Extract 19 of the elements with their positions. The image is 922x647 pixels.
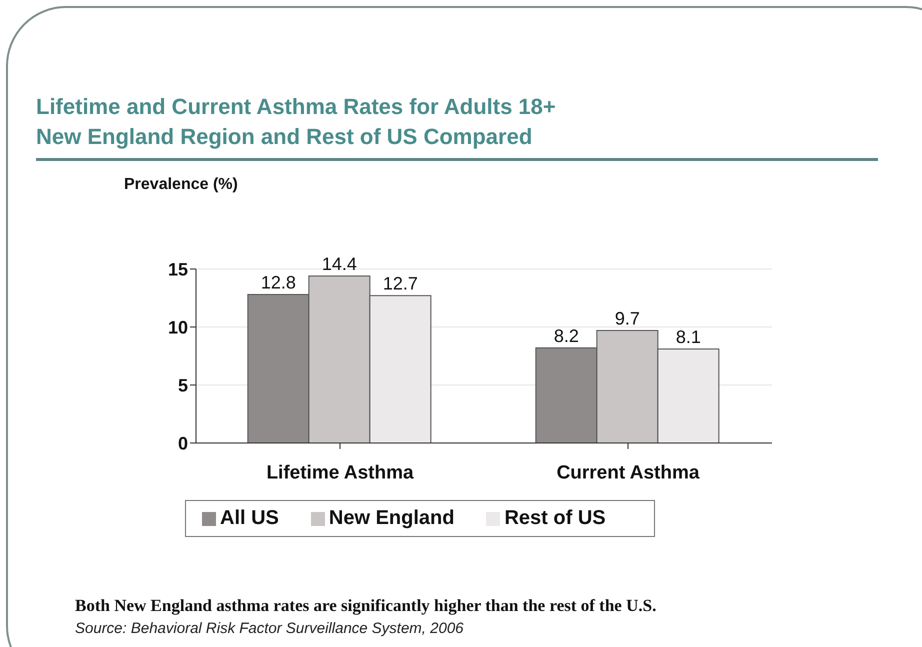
data-label: 9.7 bbox=[614, 308, 640, 328]
chart-title: Lifetime and Current Asthma Rates for Adults 18+ New England Region and Rest of US Compared bbox=[36, 93, 556, 151]
y-tick-label: 0 bbox=[178, 433, 188, 454]
y-tick-label: 10 bbox=[168, 317, 188, 338]
y-tick-label: 5 bbox=[178, 375, 188, 396]
source-note: Source: Behavioral Risk Factor Surveillance System, 2006 bbox=[75, 620, 464, 637]
legend-label: New England bbox=[328, 507, 454, 529]
data-label: 12.7 bbox=[382, 274, 418, 294]
y-tick-label: 15 bbox=[168, 259, 188, 280]
data-label: 12.8 bbox=[260, 272, 296, 293]
legend-label: All US bbox=[220, 507, 279, 529]
data-label: 8.1 bbox=[676, 327, 701, 348]
x-tick-label: Lifetime Asthma bbox=[266, 462, 414, 484]
legend-label: Rest of US bbox=[504, 507, 606, 529]
text: Both New England asthma rates are significantly higher than the rest of the U.S. bbox=[75, 596, 656, 616]
x-tick-label: Current Asthma bbox=[556, 462, 700, 484]
y-axis-title: Prevalence (%) bbox=[124, 176, 238, 194]
data-label: 14.4 bbox=[322, 254, 357, 274]
data-label: 8.2 bbox=[554, 326, 579, 346]
